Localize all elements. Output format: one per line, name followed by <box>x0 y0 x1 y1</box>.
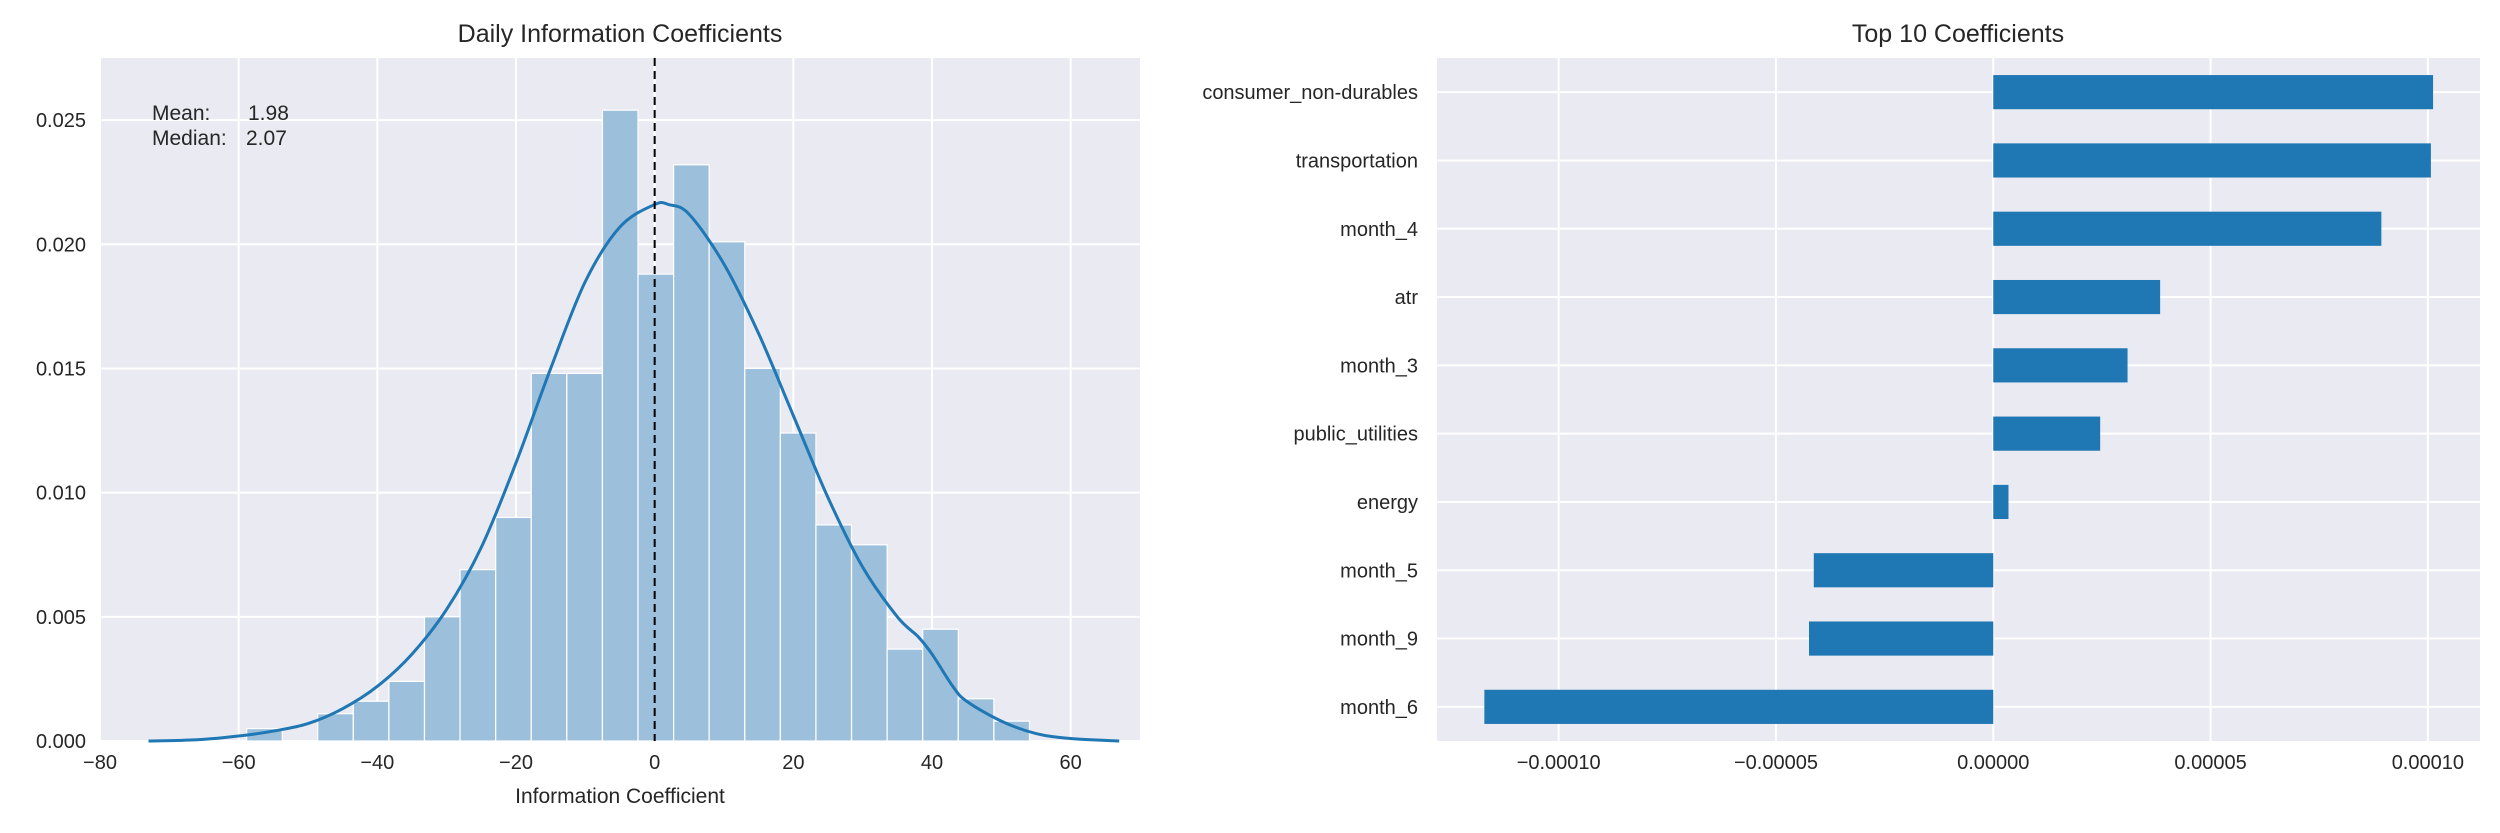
x-tick-label: −20 <box>499 752 533 774</box>
histogram-bin <box>530 372 568 742</box>
coefficient-bar <box>1993 75 2434 110</box>
coefficient-bar <box>1809 621 1994 656</box>
x-tick-label: 0.00010 <box>2392 752 2464 774</box>
category-label: month_6 <box>1340 697 1418 719</box>
histogram-panel: −80 −60 −40 −20 0 20 40 60 0.000 0.005 0.010 0.015… <box>36 20 1140 808</box>
histogram-bin <box>957 698 995 742</box>
x-tick-label: −40 <box>360 752 394 774</box>
histogram-bins <box>246 109 1031 742</box>
median-label: Median: <box>152 127 227 150</box>
category-label: transportation <box>1296 150 1418 172</box>
coefficient-bars <box>1484 75 2434 724</box>
x-tick-label: −0.00010 <box>1517 752 1601 774</box>
x-tick-label: −60 <box>222 752 256 774</box>
kde-curve <box>148 200 1120 743</box>
y-tick-label: 0.010 <box>36 483 86 505</box>
category-label: month_5 <box>1340 560 1418 582</box>
median-value: 2.07 <box>246 127 287 150</box>
category-label: energy <box>1357 492 1418 514</box>
coefficient-bar <box>1993 348 2128 383</box>
x-tick-label: 0 <box>649 752 660 774</box>
bar-x-tick-labels: −0.00010 −0.00005 0.00000 0.00005 0.00010 <box>1517 752 2464 774</box>
y-tick-label: 0.000 <box>36 731 86 753</box>
y-tick-label: 0.025 <box>36 110 86 132</box>
y-tick-label: 0.015 <box>36 358 86 380</box>
coefficient-bar <box>1993 211 2382 246</box>
category-label: atr <box>1395 287 1419 309</box>
category-label: public_utilities <box>1293 424 1418 446</box>
histogram-bin <box>601 109 639 742</box>
y-tick-label: 0.020 <box>36 234 86 256</box>
x-tick-label: 0.00000 <box>1957 752 2029 774</box>
histogram-bin <box>637 273 675 742</box>
coefficient-bar <box>1813 553 1994 588</box>
mean-value: 1.98 <box>248 102 289 125</box>
x-tick-label: 20 <box>782 752 804 774</box>
bar-chart-panel: −0.00010 −0.00005 0.00000 0.00005 0.00010 co… <box>1202 20 2480 774</box>
histogram-x-axis-label: Information Coefficient <box>515 785 725 808</box>
histogram-bin <box>566 372 603 742</box>
coefficient-bar <box>1993 484 2009 520</box>
histogram-bin <box>779 432 817 742</box>
histogram-bin <box>459 569 497 742</box>
x-tick-label: −0.00005 <box>1734 752 1818 774</box>
coefficient-bar <box>1993 416 2101 451</box>
category-label: month_3 <box>1340 355 1418 377</box>
x-tick-label: −80 <box>83 752 117 774</box>
coefficient-bar <box>1484 689 1994 724</box>
histogram-bin <box>672 164 710 742</box>
histogram-bin <box>495 516 532 742</box>
category-label: month_4 <box>1340 219 1418 241</box>
histogram-bin <box>388 680 426 742</box>
x-tick-label: 60 <box>1060 752 1082 774</box>
mean-label: Mean: <box>152 102 210 125</box>
coefficient-bar <box>1993 143 2431 178</box>
stats-annotation: Mean: 1.98 Median: 2.07 <box>152 102 289 150</box>
histogram-y-tick-labels: 0.000 0.005 0.010 0.015 0.020 0.025 <box>36 110 86 753</box>
histogram-x-tick-labels: −80 −60 −40 −20 0 20 40 60 <box>83 752 1082 774</box>
bar-chart-title: Top 10 Coefficients <box>1852 20 2064 48</box>
category-label: month_9 <box>1340 629 1418 651</box>
y-tick-label: 0.005 <box>36 607 86 629</box>
bar-category-labels: consumer_non-durables transportation month… <box>1202 82 1418 719</box>
histogram-bin <box>352 700 390 742</box>
histogram-bin <box>744 367 781 742</box>
x-tick-label: 40 <box>921 752 943 774</box>
histogram-bin <box>815 524 853 742</box>
histogram-title: Daily Information Coefficients <box>458 20 783 48</box>
histogram-bin <box>850 544 888 742</box>
histogram-bin <box>708 241 746 742</box>
coefficient-bar <box>1993 279 2161 315</box>
category-label: consumer_non-durables <box>1202 82 1418 104</box>
x-tick-label: 0.00005 <box>2174 752 2246 774</box>
histogram-bin <box>886 648 924 742</box>
histogram-bin <box>423 616 461 742</box>
